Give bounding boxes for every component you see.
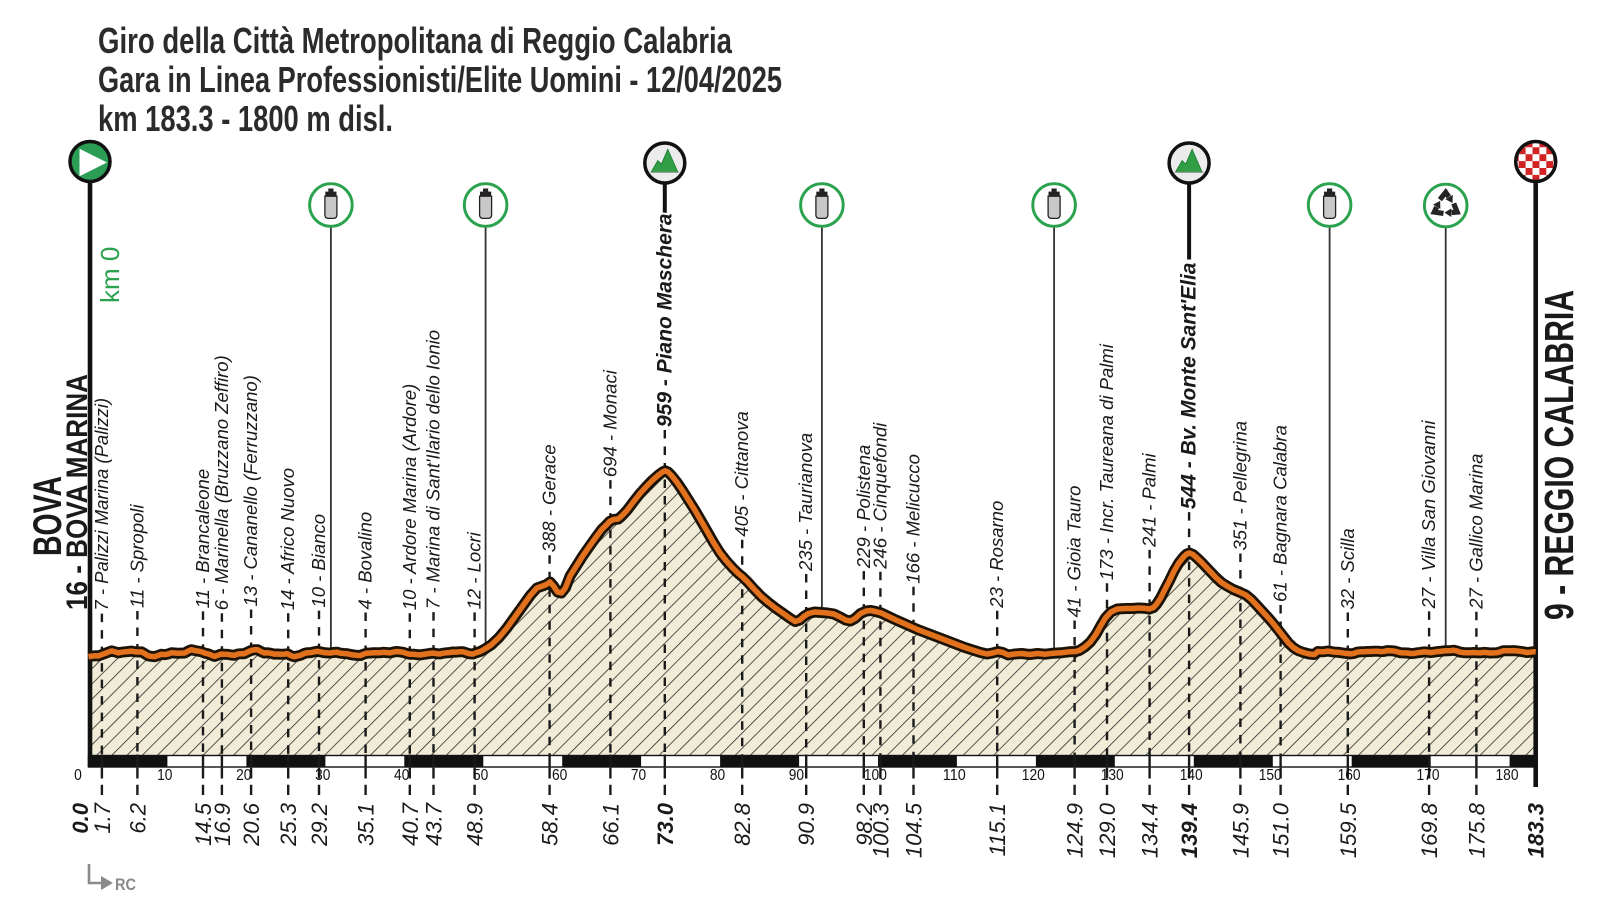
svg-text:16 - BOVA MARINA: 16 - BOVA MARINA [61,374,94,610]
svg-text:66.1: 66.1 [598,803,623,846]
svg-text:1.7: 1.7 [90,802,115,833]
svg-text:35.1: 35.1 [354,803,379,846]
svg-text:20.6: 20.6 [239,802,264,847]
svg-text:98.2: 98.2 [852,803,877,846]
svg-text:12 - Locri: 12 - Locri [464,531,485,609]
svg-text:11 - Brancaleone: 11 - Brancaleone [192,469,213,609]
svg-text:351 - Pellegrina: 351 - Pellegrina [1229,421,1250,551]
svg-text:129.0: 129.0 [1095,802,1120,858]
svg-text:183.3: 183.3 [1524,803,1549,858]
svg-text:0.0: 0.0 [68,802,93,833]
svg-text:73.0: 73.0 [653,802,678,846]
svg-text:10: 10 [157,767,173,784]
svg-text:100: 100 [864,767,887,784]
svg-text:40: 40 [394,767,410,784]
svg-text:25.3: 25.3 [276,802,301,847]
svg-text:16.9: 16.9 [210,803,235,846]
svg-text:23 - Rosarno: 23 - Rosarno [986,501,1007,609]
svg-text:29.2: 29.2 [307,803,332,847]
svg-text:40.7: 40.7 [398,802,423,846]
svg-text:959 - Piano Maschera: 959 - Piano Maschera [653,213,676,427]
svg-text:180: 180 [1496,767,1519,784]
svg-text:80: 80 [710,767,726,784]
svg-text:7 - Marina di Sant'Ilario dell: 7 - Marina di Sant'Ilario dello Ionio [423,330,444,609]
svg-text:160: 160 [1338,767,1361,784]
svg-text:58.4: 58.4 [538,803,563,846]
svg-text:388 - Gerace: 388 - Gerace [539,444,560,552]
svg-text:27 - Gallico Marina: 27 - Gallico Marina [1465,454,1486,610]
svg-text:50: 50 [473,767,489,784]
svg-text:241 - Palmi: 241 - Palmi [1139,452,1160,547]
svg-text:169.8: 169.8 [1417,802,1442,858]
svg-text:159.5: 159.5 [1336,802,1361,858]
svg-text:145.9: 145.9 [1228,803,1253,858]
svg-text:166 - Melicucco: 166 - Melicucco [903,454,924,584]
svg-text:130: 130 [1101,767,1124,784]
svg-text:0: 0 [74,767,82,784]
svg-text:41 - Gioia Tauro: 41 - Gioia Tauro [1064,486,1085,618]
svg-text:14.5: 14.5 [191,802,216,846]
svg-text:6.2: 6.2 [125,803,150,834]
svg-text:Giro della Città Metropolitana: Giro della Città Metropolitana di Reggio… [98,20,733,61]
svg-text:6 - Marinella (Bruzzano Zeffir: 6 - Marinella (Bruzzano Zeffiro) [211,355,232,610]
svg-text:10 - Bianco: 10 - Bianco [308,514,329,608]
svg-text:82.8: 82.8 [730,802,755,846]
svg-text:544 - Bv. Monte Sant'Elia: 544 - Bv. Monte Sant'Elia [1178,262,1201,509]
svg-text:4 - Bovalino: 4 - Bovalino [355,512,376,610]
svg-text:120: 120 [1022,767,1045,784]
svg-text:27 - Villa San Giovanni: 27 - Villa San Giovanni [1418,420,1439,610]
svg-text:Gara in Linea Professionisti/E: Gara in Linea Professionisti/Elite Uomin… [98,59,782,100]
svg-text:140: 140 [1180,767,1203,784]
svg-text:104.5: 104.5 [902,802,927,858]
svg-text:43.7: 43.7 [422,802,447,846]
svg-text:20: 20 [236,767,252,784]
svg-text:229 - Polistena: 229 - Polistena [853,445,874,569]
svg-text:124.9: 124.9 [1063,803,1088,858]
svg-text:694 - Monaci: 694 - Monaci [599,369,620,477]
svg-text:110: 110 [943,767,966,784]
svg-text:115.1: 115.1 [985,803,1010,856]
svg-text:13 - Cananello (Ferruzzano): 13 - Cananello (Ferruzzano) [240,375,261,606]
svg-text:9 - REGGIO CALABRIA: 9 - REGGIO CALABRIA [1536,290,1582,620]
svg-text:14 - Africo Nuovo: 14 - Africo Nuovo [277,468,298,610]
svg-text:7 - Palizzi Marina (Palizzi): 7 - Palizzi Marina (Palizzi) [91,398,112,611]
svg-text:139.4: 139.4 [1177,803,1202,858]
svg-text:246 - Cinquefondi: 246 - Cinquefondi [869,422,890,570]
svg-text:km 0: km 0 [95,247,125,303]
svg-text:175.8: 175.8 [1464,802,1489,858]
svg-text:151.0: 151.0 [1269,802,1294,858]
svg-text:90.9: 90.9 [794,803,819,846]
svg-text:61 - Bagnara Calabra: 61 - Bagnara Calabra [1270,425,1291,602]
svg-text:km 183.3 - 1800 m disl.: km 183.3 - 1800 m disl. [98,98,393,139]
svg-text:134.4: 134.4 [1138,803,1163,858]
svg-text:48.9: 48.9 [463,803,488,846]
svg-text:405 - Cittanova: 405 - Cittanova [731,411,752,536]
svg-text:30: 30 [315,767,331,784]
svg-text:32 - Scilla: 32 - Scilla [1337,528,1358,609]
svg-text:100.3: 100.3 [868,802,893,858]
svg-text:170: 170 [1417,767,1440,784]
svg-text:60: 60 [552,767,568,784]
svg-text:BOVA: BOVA [26,476,70,556]
svg-text:10 - Ardore Marina (Ardore): 10 - Ardore Marina (Ardore) [399,384,420,611]
svg-text:150: 150 [1259,767,1282,784]
svg-text:173 - Incr. Taureana di Palmi: 173 - Incr. Taureana di Palmi [1096,343,1117,580]
svg-text:235 - Taurianova: 235 - Taurianova [795,433,816,572]
svg-text:11 - Spropoli: 11 - Spropoli [126,504,147,608]
svg-text:70: 70 [631,767,647,784]
svg-text:90: 90 [789,767,805,784]
svg-text:RC: RC [115,875,136,894]
